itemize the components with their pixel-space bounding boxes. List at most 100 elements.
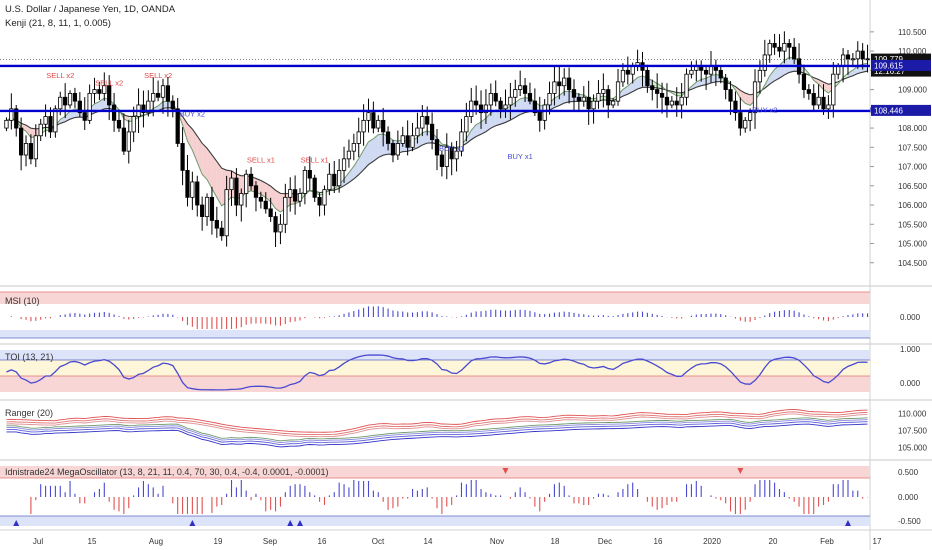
mega-buy-marker <box>189 520 196 526</box>
price-badge <box>871 59 931 71</box>
ma-zone-fill <box>265 183 271 202</box>
candle-body <box>400 135 405 144</box>
candle-body <box>332 173 337 187</box>
candle-body <box>620 69 626 83</box>
candle-body <box>219 227 224 237</box>
ma-zone-fill <box>348 166 354 183</box>
sell-signal-label: SELL x2 <box>95 79 123 88</box>
ma-zone-fill <box>99 98 105 112</box>
indicator-title: Kenji (21, 8, 11, 1, 0.005) <box>5 18 111 29</box>
price-tick-label: 106.000 <box>898 201 927 210</box>
candle-body <box>483 104 489 114</box>
candle-body <box>801 73 807 90</box>
candle-body <box>390 143 396 156</box>
mega-lower-band <box>0 516 870 526</box>
candle-body <box>170 100 175 110</box>
price-badge <box>871 104 931 116</box>
ma-zone-fill <box>740 90 746 104</box>
candle-body <box>596 93 601 102</box>
candle-body <box>77 100 82 114</box>
candle-body <box>689 69 694 75</box>
time-tick-label: 19 <box>214 537 223 546</box>
price-badge <box>871 53 931 65</box>
price-tick-label: 104.500 <box>898 259 927 268</box>
candle-body <box>351 143 356 152</box>
candle-body <box>508 96 513 106</box>
candle-body <box>439 154 445 167</box>
time-tick-label: 17 <box>873 537 882 546</box>
candle-body <box>787 42 792 48</box>
candle-body <box>28 143 34 160</box>
price-tick-label: 107.500 <box>898 143 927 152</box>
candle-body <box>43 116 48 125</box>
candle-body <box>434 139 440 156</box>
time-tick-label: Dec <box>598 537 612 546</box>
candle-body <box>92 89 97 94</box>
candle-body <box>33 135 38 160</box>
buy-signal-label: BUY x1 <box>439 144 464 153</box>
buy-signal-label: BUY x2 <box>752 106 777 115</box>
candle-body <box>67 93 73 106</box>
candle-body <box>371 112 376 129</box>
candle-body <box>855 50 860 60</box>
time-tick-label: 16 <box>654 537 663 546</box>
time-tick-label: 2020 <box>703 537 721 546</box>
candle-body <box>762 54 767 71</box>
candle-body <box>767 42 772 56</box>
candle-body <box>777 46 782 52</box>
price-tick-label: 105.000 <box>898 240 927 249</box>
time-tick-label: Sep <box>263 537 278 546</box>
sell-signal-label: SELL x1 <box>301 156 329 165</box>
sell-signal-label: SELL x1 <box>247 156 275 165</box>
ma-zone-fill <box>500 108 506 125</box>
ma-zone-fill <box>260 180 266 198</box>
ma-zone-fill <box>207 148 212 189</box>
candle-body <box>239 193 244 206</box>
mega-tick-label: -0.500 <box>898 517 921 526</box>
ma-zone-fill <box>202 143 208 180</box>
ma-zone-fill <box>495 109 501 126</box>
candle-body <box>151 93 156 102</box>
candle-body <box>244 173 249 194</box>
ma-zone-fill <box>26 125 31 138</box>
candle-body <box>293 189 298 202</box>
buy-signal-label: BUY x2 <box>180 110 205 119</box>
msi-pane-title: MSI (10) <box>5 296 40 306</box>
candle-body <box>131 116 136 133</box>
ranger-tick-label: 107.500 <box>898 427 927 436</box>
candle-body <box>87 93 92 121</box>
candle-body <box>816 96 821 106</box>
ma-zone-fill <box>358 150 364 175</box>
candle-body <box>48 116 53 133</box>
candle-body <box>23 143 29 156</box>
candle-body <box>606 89 611 106</box>
candle-body <box>248 173 254 187</box>
candle-body <box>591 100 596 110</box>
candle-body <box>552 81 557 94</box>
candle-body <box>586 96 591 110</box>
candle-body <box>449 146 454 160</box>
ranger-tick-label: 105.000 <box>898 444 927 453</box>
candle-body <box>9 108 14 121</box>
ma-zone-fill <box>745 93 751 106</box>
candle-body <box>234 177 239 206</box>
toi-line <box>6 354 868 391</box>
candle-body <box>664 96 670 106</box>
candle-body <box>488 93 493 106</box>
ma-zone-fill <box>353 158 359 179</box>
ma-zone-fill <box>490 110 496 129</box>
msi-upper-band <box>0 292 870 304</box>
candle-body <box>200 204 205 217</box>
candle-body <box>361 119 366 133</box>
toi-tick-label: 0.000 <box>900 379 921 388</box>
candle-body <box>146 100 151 114</box>
candle-body <box>72 93 78 102</box>
candle-body <box>111 104 117 121</box>
candle-body <box>381 119 386 133</box>
mega-buy-marker <box>297 520 304 526</box>
candle-body <box>278 223 283 233</box>
price-tick-label: 110.000 <box>898 47 927 56</box>
ma-zone-fill <box>378 134 384 158</box>
candle-body <box>444 146 449 167</box>
